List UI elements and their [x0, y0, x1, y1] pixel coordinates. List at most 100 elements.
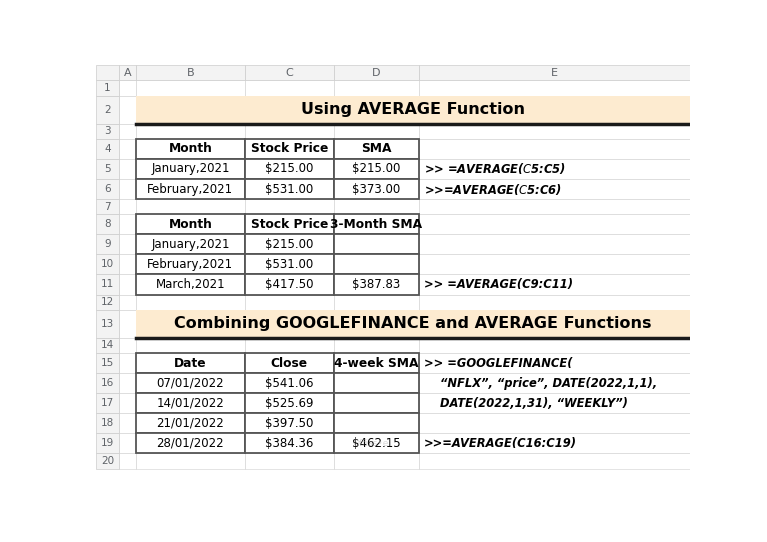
- Bar: [137, 310, 245, 338]
- Bar: [119, 96, 137, 124]
- Bar: [245, 254, 334, 274]
- Text: $215.00: $215.00: [352, 163, 400, 176]
- Text: 7: 7: [104, 202, 110, 212]
- Bar: [419, 433, 690, 453]
- Bar: [96, 338, 119, 353]
- Bar: [137, 235, 245, 254]
- Bar: [245, 215, 334, 235]
- Text: 13: 13: [101, 319, 114, 329]
- Bar: [245, 413, 334, 433]
- Bar: [419, 139, 690, 159]
- Bar: [334, 413, 419, 433]
- Text: 4-week SMA: 4-week SMA: [334, 357, 419, 370]
- Bar: [96, 254, 119, 274]
- Text: 8: 8: [104, 220, 110, 229]
- Text: $462.15: $462.15: [352, 437, 400, 450]
- Bar: [137, 338, 245, 353]
- Text: 07/01/2022: 07/01/2022: [156, 377, 224, 390]
- Bar: [245, 96, 334, 124]
- Text: Offiss•el: Offiss•el: [353, 438, 392, 448]
- Bar: [137, 139, 245, 159]
- Text: 12: 12: [101, 297, 114, 307]
- Bar: [334, 310, 419, 338]
- Bar: [419, 393, 690, 413]
- Bar: [334, 433, 419, 453]
- Text: 11: 11: [101, 280, 114, 289]
- Bar: [137, 124, 245, 139]
- Bar: [334, 413, 419, 433]
- Bar: [137, 96, 245, 124]
- Bar: [334, 159, 419, 179]
- Text: 4: 4: [104, 144, 110, 154]
- Bar: [334, 215, 419, 235]
- Text: Using AVERAGE Function: Using AVERAGE Function: [301, 102, 525, 117]
- Text: March,2021: March,2021: [156, 278, 225, 291]
- Bar: [334, 254, 419, 274]
- Bar: [119, 159, 137, 179]
- Bar: [119, 433, 137, 453]
- Bar: [334, 139, 419, 159]
- Bar: [137, 254, 245, 274]
- Bar: [137, 393, 245, 413]
- Bar: [334, 215, 419, 235]
- Bar: [334, 139, 419, 159]
- Bar: [245, 235, 334, 254]
- Bar: [137, 159, 245, 179]
- Bar: [334, 199, 419, 215]
- Bar: [334, 294, 419, 310]
- Bar: [245, 124, 334, 139]
- Text: B: B: [186, 68, 194, 78]
- Bar: [96, 353, 119, 373]
- Bar: [245, 413, 334, 433]
- Text: 10: 10: [101, 260, 114, 269]
- Bar: [245, 433, 334, 453]
- Text: 19: 19: [101, 438, 114, 448]
- Bar: [334, 179, 419, 199]
- Bar: [119, 65, 137, 80]
- Text: 14/01/2022: 14/01/2022: [156, 397, 224, 410]
- Text: 3-Month SMA: 3-Month SMA: [331, 218, 423, 231]
- Bar: [96, 274, 119, 294]
- Bar: [334, 96, 419, 124]
- Text: $417.50: $417.50: [265, 278, 314, 291]
- Bar: [137, 235, 245, 254]
- Bar: [137, 353, 245, 373]
- Bar: [96, 235, 119, 254]
- Bar: [419, 179, 690, 199]
- Bar: [245, 139, 334, 159]
- Bar: [96, 294, 119, 310]
- Text: Month: Month: [169, 143, 212, 156]
- Bar: [119, 453, 137, 468]
- Bar: [419, 310, 690, 338]
- Text: D: D: [372, 68, 380, 78]
- Bar: [334, 373, 419, 393]
- Bar: [245, 353, 334, 373]
- Bar: [334, 274, 419, 294]
- Bar: [96, 179, 119, 199]
- Text: $373.00: $373.00: [352, 183, 400, 196]
- Text: A: A: [123, 68, 131, 78]
- Bar: [419, 294, 690, 310]
- Text: $531.00: $531.00: [265, 258, 314, 271]
- Bar: [137, 80, 245, 96]
- Bar: [419, 124, 690, 139]
- Bar: [419, 453, 690, 468]
- Bar: [119, 310, 137, 338]
- Bar: [245, 159, 334, 179]
- Text: $541.06: $541.06: [265, 377, 314, 390]
- Bar: [137, 215, 245, 235]
- Bar: [137, 433, 245, 453]
- Bar: [245, 179, 334, 199]
- Text: $525.69: $525.69: [265, 397, 314, 410]
- Text: Stock Price: Stock Price: [251, 218, 328, 231]
- Bar: [96, 373, 119, 393]
- Bar: [137, 199, 245, 215]
- Bar: [119, 235, 137, 254]
- Bar: [419, 413, 690, 433]
- Bar: [334, 353, 419, 373]
- Text: >> =AVERAGE(C9:C11): >> =AVERAGE(C9:C11): [423, 278, 573, 291]
- Text: February,2021: February,2021: [147, 258, 233, 271]
- Text: January,2021: January,2021: [151, 238, 229, 251]
- Bar: [245, 65, 334, 80]
- Bar: [96, 413, 119, 433]
